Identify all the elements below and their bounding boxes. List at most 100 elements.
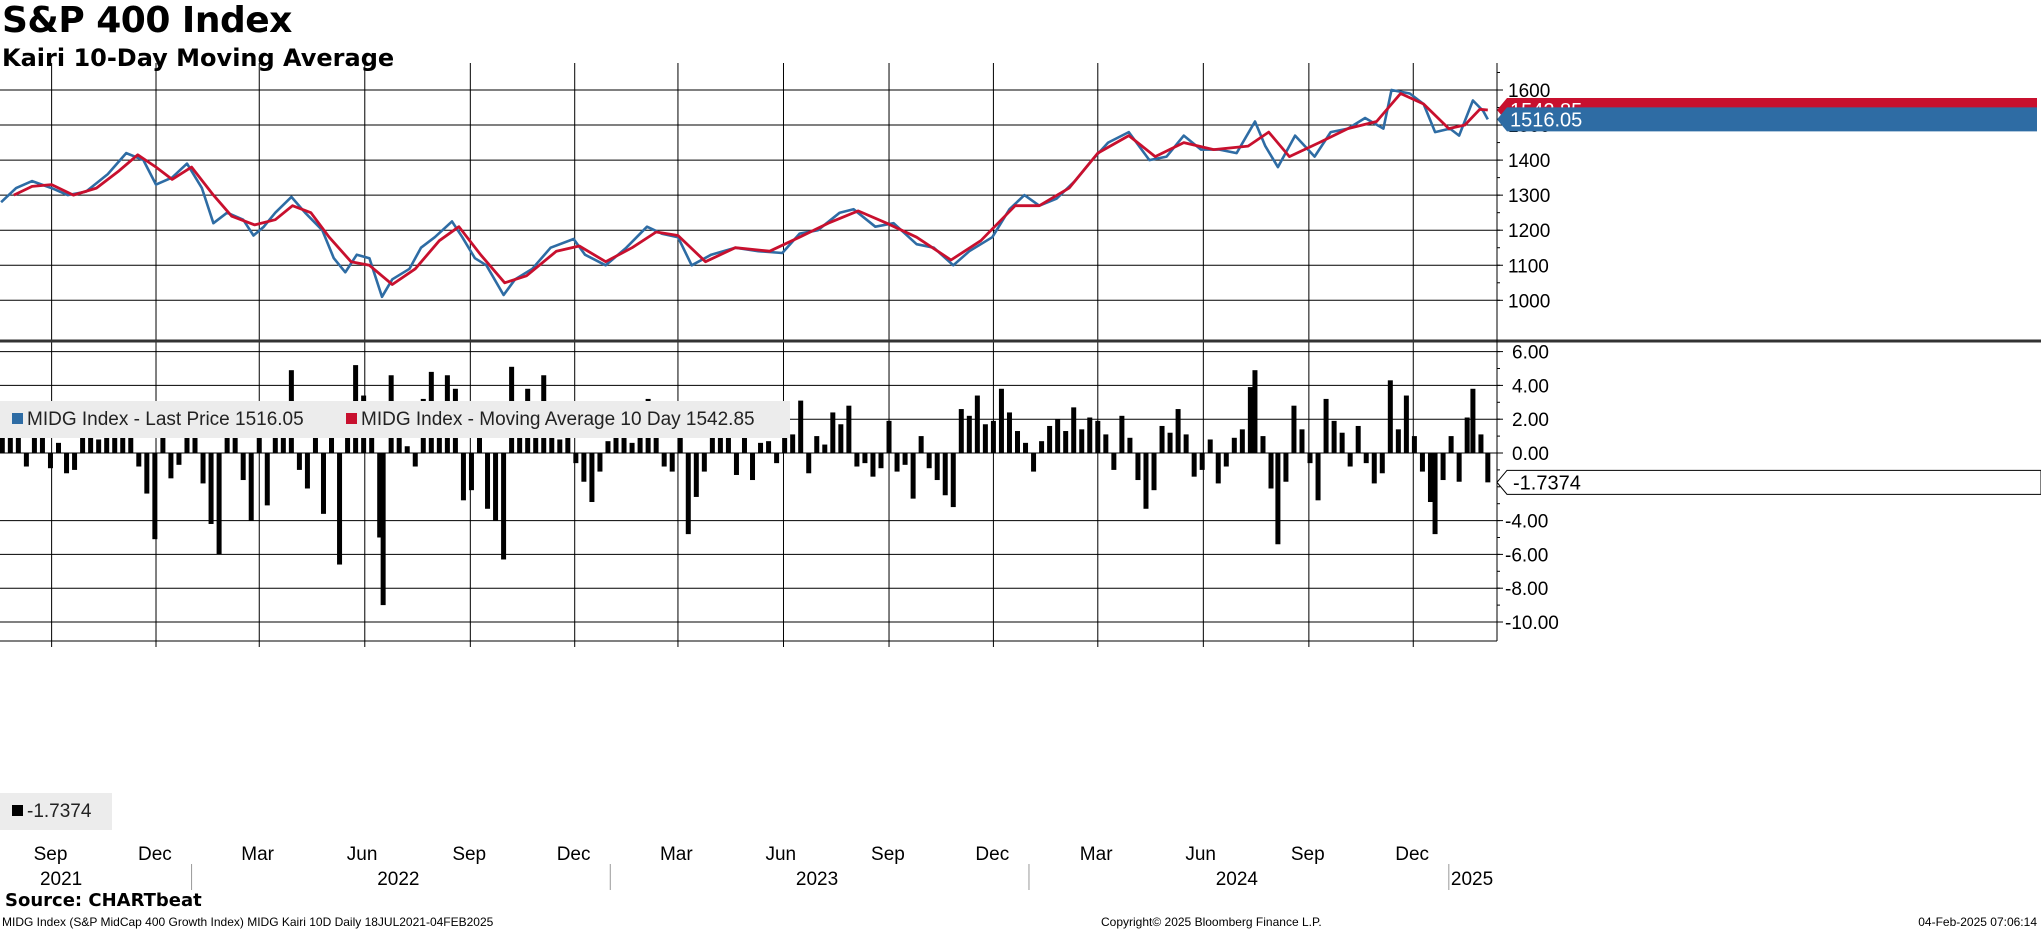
moving-average-swatch	[346, 413, 357, 424]
kairi-bar	[910, 453, 916, 499]
kairi-bar	[589, 453, 595, 503]
kairi-bar	[557, 439, 563, 453]
kairi-bar	[733, 453, 739, 475]
date-axis: Sep Dec Mar Jun Sep Dec Mar Jun Sep Dec Mar Jun Sep D…	[34, 641, 1493, 890]
kairi-bar	[436, 427, 442, 453]
month-label: Jun	[347, 844, 378, 865]
kairi-bar	[248, 453, 254, 521]
kairi-bar	[806, 453, 812, 474]
kairi-bar	[1167, 432, 1173, 453]
month-label: Dec	[975, 844, 1009, 865]
kairi-bar	[565, 436, 571, 453]
kairi-bar	[717, 432, 723, 453]
upper-tick-label: 1300	[1508, 186, 1550, 207]
kairi-bar	[1039, 441, 1045, 453]
kairi-bar	[1379, 453, 1385, 474]
kairi-bar	[822, 444, 828, 453]
month-label: Jun	[765, 844, 796, 865]
upper-legend: MIDG Index - Last Price 1516.05 MIDG Ind…	[0, 401, 790, 438]
price-swatch	[12, 413, 23, 424]
lower-tick-label: -8.00	[1505, 579, 1548, 600]
kairi-swatch	[12, 805, 23, 816]
lower-tick-label: -6.00	[1505, 545, 1548, 566]
upper-grid	[0, 89, 1497, 301]
kairi-bar	[160, 437, 166, 453]
kairi-bar	[1087, 417, 1093, 453]
upper-tick-label: 1200	[1508, 221, 1550, 242]
kairi-bar	[1323, 398, 1329, 453]
kairi-bar	[798, 400, 804, 453]
kairi-bar	[701, 453, 707, 472]
kairi-bar	[1291, 405, 1297, 453]
kairi-bar	[926, 453, 932, 469]
lower-legend: -1.7374	[0, 793, 112, 830]
kairi-bar	[31, 425, 37, 453]
month-label: Mar	[1080, 844, 1113, 865]
kairi-last-badge: -1.7374	[1496, 469, 2041, 495]
month-label: Dec	[1395, 844, 1429, 865]
kairi-bar	[830, 412, 836, 453]
kairi-bar	[838, 424, 844, 453]
footer-timestamp: 04-Feb-2025 07:06:14	[1918, 915, 2037, 929]
kairi-bar	[1252, 370, 1258, 453]
kairi-bar	[485, 453, 491, 509]
kairi-bar	[790, 434, 796, 453]
moving-average-line	[13, 92, 1488, 286]
kairi-bar	[950, 453, 956, 508]
kairi-bar	[345, 437, 351, 453]
upper-tick-label: 1600	[1508, 81, 1550, 102]
kairi-bar	[64, 453, 70, 474]
upper-tick-label: 1000	[1508, 291, 1550, 312]
chart-subtitle: Kairi 10-Day Moving Average	[2, 44, 395, 72]
kairi-bar	[1307, 453, 1313, 464]
price-last-badge-shape	[1497, 107, 2037, 132]
kairi-bar	[476, 431, 482, 453]
kairi-bar	[1440, 453, 1446, 481]
kairi-bar	[1191, 453, 1197, 477]
kairi-bar	[862, 453, 868, 464]
kairi-bar	[1315, 453, 1321, 501]
kairi-bar	[412, 453, 418, 467]
kairi-bar	[1031, 453, 1037, 472]
kairi-bar	[1247, 387, 1253, 453]
kairi-bar	[934, 453, 940, 481]
kairi-bar	[23, 453, 29, 467]
kairi-bar	[1419, 453, 1425, 472]
kairi-bar	[208, 453, 214, 524]
price-line	[0, 88, 1489, 299]
legend-item-kairi: -1.7374	[12, 801, 91, 823]
kairi-bar	[1127, 437, 1133, 453]
kairi-bar	[1411, 436, 1417, 453]
kairi-bar	[894, 453, 900, 472]
kairi-bar	[493, 453, 499, 521]
kairi-bar	[653, 429, 659, 453]
kairi-bar	[1159, 425, 1165, 453]
kairi-bar	[1339, 432, 1345, 453]
kairi-bar	[1427, 453, 1433, 503]
month-label: Sep	[871, 844, 905, 865]
kairi-bar	[966, 415, 972, 453]
kairi-bar	[1215, 453, 1221, 484]
kairi-bar	[304, 453, 310, 489]
kairi-bar	[597, 453, 603, 472]
kairi-bar	[320, 453, 326, 514]
kairi-bar	[782, 429, 788, 453]
kairi-bar	[573, 453, 579, 464]
kairi-bar	[741, 434, 747, 453]
kairi-bar	[264, 453, 270, 506]
kairi-bar	[1363, 453, 1369, 464]
kairi-bar	[1485, 453, 1491, 483]
kairi-bar	[256, 429, 262, 453]
footer-copyright: Copyright© 2025 Bloomberg Finance L.P.	[1101, 915, 1322, 929]
kairi-bar	[1047, 425, 1053, 453]
kairi-bar	[750, 453, 756, 481]
month-label: Jun	[1185, 844, 1216, 865]
kairi-bar	[1071, 407, 1077, 453]
year-label: 2025	[1451, 869, 1493, 890]
kairi-last-badge-shape	[1496, 469, 2041, 495]
kairi-bar	[72, 453, 78, 470]
kairi-bar	[669, 453, 675, 472]
kairi-bar	[80, 434, 86, 453]
kairi-bar	[47, 453, 53, 469]
